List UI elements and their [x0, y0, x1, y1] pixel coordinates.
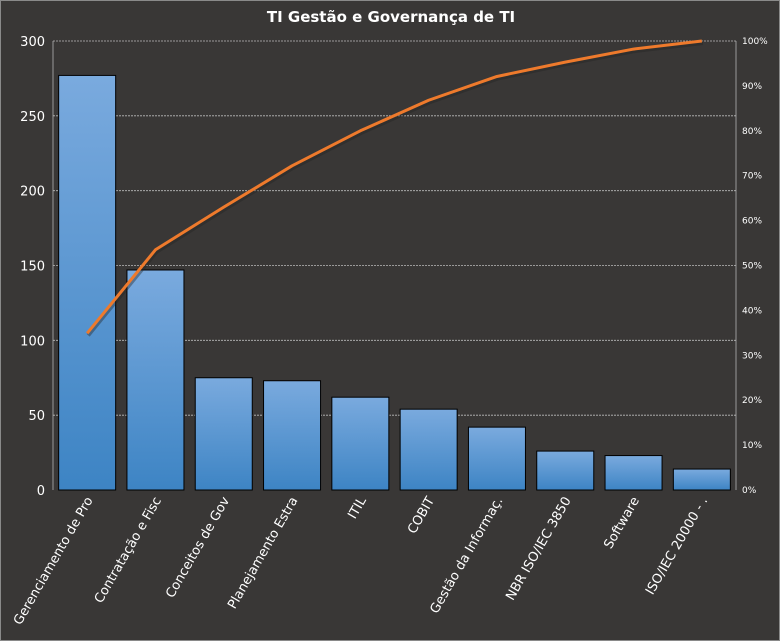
y2-tick-label: 50%	[742, 262, 762, 272]
bar	[126, 269, 185, 491]
y2-tick-label: 100%	[742, 37, 768, 47]
y-tick-label: 250	[20, 110, 45, 125]
bar	[536, 450, 595, 491]
x-tick-label: Gestão da Informaç.	[427, 495, 506, 617]
x-tick-label: Conceitos de Gov	[163, 494, 233, 601]
y2-tick-label: 40%	[742, 306, 762, 316]
x-tick-label: ITIL	[345, 494, 370, 522]
y2-tick-label: 60%	[742, 217, 762, 227]
chart-title: TI Gestão e Governança de TI	[266, 8, 516, 26]
x-tick-label: COBIT	[405, 494, 438, 536]
y2-tick-label: 30%	[742, 351, 762, 361]
x-tick-label: Planejamento Estra	[225, 495, 301, 612]
y2-tick-label: 70%	[742, 172, 762, 182]
bar	[194, 377, 253, 491]
y-tick-label: 0	[37, 484, 45, 499]
y2-tick-label: 90%	[742, 82, 762, 92]
bar	[399, 408, 458, 491]
y-tick-label: 50	[28, 409, 45, 424]
y2-tick-label: 20%	[742, 396, 762, 406]
y-tick-label: 150	[20, 260, 45, 275]
x-tick-label: NBR ISO/IEC 3850	[503, 495, 574, 604]
x-tick-label: Contratação e Fisc	[92, 495, 165, 607]
line-shadow	[86, 41, 704, 337]
y2-tick-label: 10%	[742, 441, 762, 451]
bar	[604, 455, 663, 491]
y-tick-label: 300	[20, 35, 45, 50]
bar	[467, 426, 526, 491]
x-tick-label: Software	[601, 495, 643, 552]
x-tick-label: Gerenciamento de Pro	[11, 494, 97, 627]
bar	[672, 468, 731, 491]
bar	[263, 380, 322, 491]
bar	[58, 74, 117, 491]
y-tick-label: 100	[20, 334, 45, 349]
y-tick-label: 200	[20, 185, 45, 200]
cumulative-percent-line	[85, 39, 703, 335]
y2-tick-label: 80%	[742, 127, 762, 137]
bar	[331, 396, 390, 491]
x-tick-label: ISO/IEC 20000 - .	[643, 495, 711, 598]
y2-tick-label: 0%	[742, 486, 757, 496]
